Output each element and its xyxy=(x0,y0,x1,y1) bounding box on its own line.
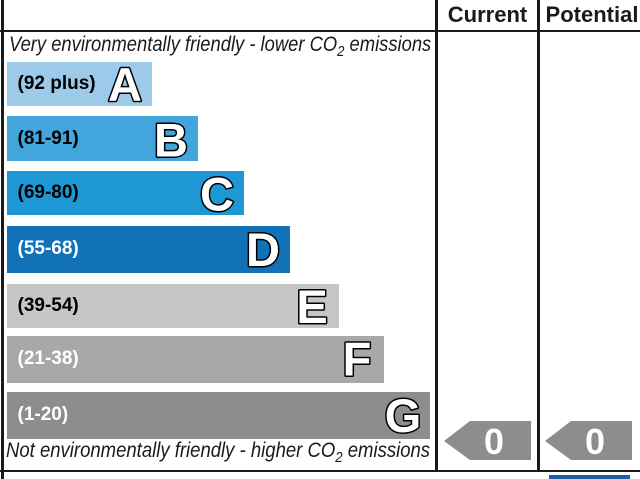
svg-text:0: 0 xyxy=(484,421,504,461)
svg-text:G: G xyxy=(384,391,421,439)
svg-text:D: D xyxy=(246,225,280,273)
svg-text:A: A xyxy=(108,62,142,106)
svg-text:E: E xyxy=(296,284,327,328)
svg-text:0: 0 xyxy=(585,421,605,461)
svg-text:B: B xyxy=(154,116,188,161)
svg-text:C: C xyxy=(200,170,234,215)
svg-text:F: F xyxy=(342,336,371,383)
